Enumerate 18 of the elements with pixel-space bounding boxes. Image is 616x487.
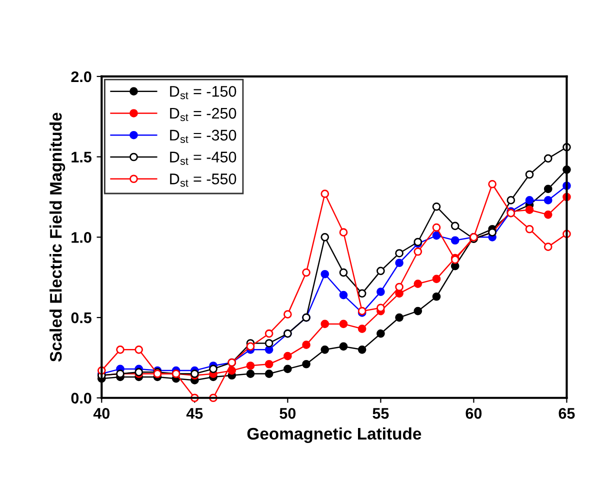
x-axis-title: Geomagnetic Latitude — [247, 427, 422, 444]
x-tick-label: 40 — [93, 408, 110, 419]
x-tick-label: 45 — [186, 408, 203, 419]
y-tick-label: 0.0 — [71, 392, 92, 404]
y-tick-label: 0.5 — [71, 312, 92, 324]
legend-label: D$_{st}$ = -250 — [170, 108, 236, 122]
x-tick-label: 60 — [466, 408, 482, 419]
x-tick-label: 50 — [280, 408, 296, 419]
legend-label: D$_{st}$ = -150 — [170, 86, 236, 100]
y-tick-label: 1.0 — [72, 232, 92, 243]
x-tick-label: 55 — [372, 408, 389, 419]
y-tick-label: 2.0 — [71, 71, 92, 82]
legend-label: D$_{st}$ = -350 — [170, 130, 236, 143]
legend-label: D$_{st}$ = -450 — [170, 152, 236, 165]
legend-label: D$_{st}$ = -550 — [170, 174, 236, 187]
x-tick-label: 65 — [558, 408, 575, 419]
y-tick-label: 1.5 — [72, 152, 92, 162]
y-axis-title: Scaled Electric Field Magnitude — [50, 112, 66, 362]
